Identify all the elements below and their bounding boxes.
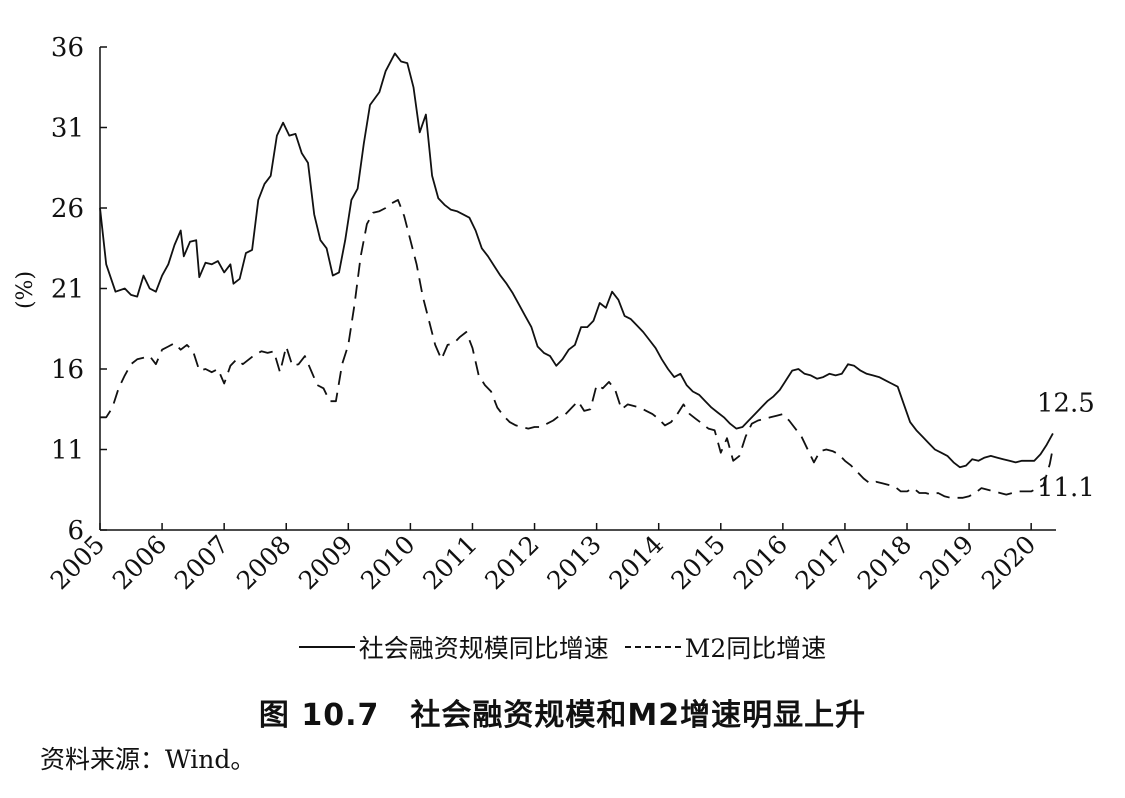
source-note: 资料来源：Wind。 [40, 745, 256, 774]
y-tick-label: 31 [51, 114, 84, 144]
y-tick-label: 36 [51, 33, 84, 63]
x-tick-label: 2008 [231, 530, 296, 595]
series-line-social-financing [99, 52, 1054, 469]
legend-swatch-dashed [624, 646, 681, 648]
x-tick-label: 2013 [541, 530, 606, 595]
x-tick-label: 2016 [728, 530, 793, 595]
y-tick-label: 16 [51, 355, 84, 385]
chart-canvas: 6 11 16 21 26 31 36 20052006200720082009201020… [13, 33, 1095, 595]
x-tick-label: 2020 [976, 530, 1041, 595]
x-tick-label: 2011 [417, 530, 482, 595]
y-tick-label: 21 [51, 275, 84, 305]
figure-caption: 图 10.7 社会融资规模和M2增速明显上升 [258, 698, 867, 733]
legend: 社会融资规模同比增速 M2同比增速 [0, 627, 1125, 667]
legend-item-dashed: M2同比增速 [624, 629, 827, 665]
legend-label-solid: 社会融资规模同比增速 [358, 634, 609, 663]
x-tick-label: 2014 [603, 530, 668, 595]
y-tick-labels: 6 11 16 21 26 31 36 [51, 33, 84, 546]
series-lines [99, 52, 1054, 499]
x-tick-labels: 2005200620072008200920102011201220132014… [45, 530, 1042, 595]
x-tick-label: 2018 [852, 530, 917, 595]
legend-swatch-solid [298, 646, 355, 648]
legend-label-dashed: M2同比增速 [684, 634, 827, 663]
annotations: 12.5 11.1 [1037, 388, 1095, 502]
x-tick-label: 2007 [169, 530, 234, 595]
x-tick-label: 2012 [479, 530, 544, 595]
y-tick-label: 26 [51, 194, 84, 224]
x-tick-label: 2015 [666, 530, 731, 595]
y-tick-label: 6 [67, 516, 84, 546]
y-tick-label: 11 [51, 436, 84, 466]
y-axis-label: (%) [13, 271, 38, 309]
x-tick-label: 2009 [293, 530, 358, 595]
data-label-12-5: 12.5 [1037, 388, 1095, 418]
x-tick-label: 2017 [790, 530, 855, 595]
x-tick-label: 2006 [107, 530, 172, 595]
x-tick-label: 2010 [355, 530, 420, 595]
axes [99, 46, 1056, 531]
x-tick-label: 2019 [914, 530, 979, 595]
legend-item-solid: 社会融资规模同比增速 [298, 629, 609, 665]
series-line-m2 [100, 199, 1054, 499]
data-label-11-1: 11.1 [1037, 473, 1095, 503]
